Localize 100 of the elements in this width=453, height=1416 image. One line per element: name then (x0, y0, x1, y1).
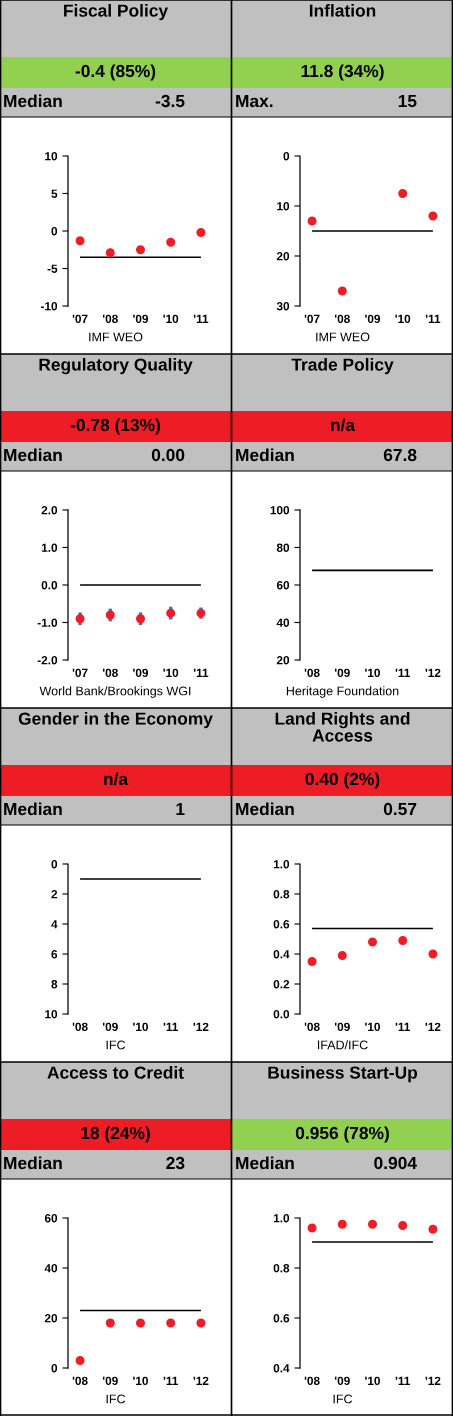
x-tick-label: '10 (163, 668, 179, 677)
x-tick-label: '10 (133, 1376, 148, 1385)
x-tick-label: '09 (133, 668, 149, 677)
x-tick-label: '08 (72, 1376, 88, 1385)
y-tick-label: 80 (276, 543, 290, 552)
y-tick-label: 5 (51, 189, 58, 198)
ref-line-label: Median (236, 1156, 294, 1170)
x-tick-label: '11 (163, 1022, 179, 1031)
y-tick-label: 6 (51, 950, 58, 959)
x-tick-label: '11 (425, 314, 441, 323)
chart-subtitle: -0.4 (85%) (75, 64, 156, 81)
text: 0.904 (374, 1156, 417, 1170)
y-tick-label: 4 (51, 920, 58, 929)
x-tick-label: '11 (163, 1376, 179, 1385)
y-tick-label: 40 (276, 618, 290, 627)
x-tick-label: '11 (193, 668, 209, 677)
chart-subtitle: n/a (331, 418, 356, 432)
chart-title: Inflation (309, 4, 376, 17)
chart-title: Trade Policy (291, 358, 394, 375)
x-tick-label: '12 (193, 1376, 209, 1385)
x-tick-label: '10 (365, 1022, 380, 1031)
text: IFC (333, 1394, 353, 1404)
x-tick-label: '09 (334, 668, 350, 677)
y-tick-label: 60 (44, 1214, 58, 1223)
x-tick-label: '10 (395, 314, 411, 323)
y-tick-label: 0.8 (273, 890, 290, 899)
y-tick-label: 10 (45, 1010, 58, 1019)
chart-subtitle: 11.8 (34%) (301, 64, 384, 81)
y-tick-label: -10 (40, 302, 58, 311)
x-tick-label: '12 (425, 1376, 441, 1385)
ref-line-label: Median (4, 94, 62, 108)
x-tick-label: '07 (304, 314, 320, 323)
x-tick-label: '08 (304, 1022, 320, 1031)
y-tick-label: 0.8 (273, 1264, 290, 1273)
ref-line-label: Median (4, 1156, 62, 1170)
x-tick-label: '08 (304, 668, 320, 677)
y-tick-label: 30 (276, 302, 290, 311)
text: 67.8 (383, 448, 417, 462)
y-tick-label: 0.0 (41, 581, 58, 590)
text: 15 (398, 95, 417, 108)
x-tick-label: '10 (365, 1376, 380, 1385)
x-tick-label: '08 (102, 314, 118, 323)
x-tick-label: '09 (334, 1022, 350, 1031)
x-tick-label: '08 (102, 668, 118, 677)
chart-subtitle: n/a (104, 772, 129, 786)
y-tick-label: 8 (51, 980, 58, 989)
text: 0.57 (383, 802, 417, 816)
chart-title: Gender in the Economy (18, 712, 213, 729)
y-tick-label: 0 (51, 860, 58, 869)
text: IFC (106, 1394, 126, 1404)
y-tick-label: 20 (276, 252, 290, 261)
x-tick-label: '09 (102, 1022, 118, 1031)
x-tick-label: '12 (193, 1022, 209, 1031)
x-tick-label: '11 (395, 668, 411, 677)
x-tick-label: '09 (334, 1376, 350, 1385)
y-tick-label: -1.0 (37, 618, 58, 627)
y-tick-label: 0 (283, 152, 290, 161)
x-tick-label: '08 (72, 1022, 88, 1031)
x-tick-label: '10 (133, 1022, 148, 1031)
chart-subtitle: -0.78 (13%) (70, 418, 160, 435)
y-tick-label: 0.4 (273, 1364, 290, 1373)
chart-title: Regulatory Quality (39, 358, 193, 375)
text: World Bank/Brookings WGI (39, 686, 191, 698)
text: 1 (176, 803, 185, 815)
text: 0.00 (151, 448, 185, 462)
x-tick-label: '11 (193, 314, 209, 323)
text: IMF WEO (316, 332, 370, 342)
y-tick-label: 1.0 (41, 543, 58, 552)
ref-line-label: Median (4, 802, 62, 816)
text: Heritage Foundation (286, 686, 399, 698)
y-tick-label: 0 (51, 227, 58, 236)
y-tick-label: 60 (276, 581, 290, 590)
x-tick-label: '12 (425, 668, 441, 677)
text: IMF WEO (89, 332, 143, 342)
text: -3.5 (155, 94, 185, 108)
y-tick-label: 100 (270, 506, 290, 515)
x-tick-label: '08 (334, 314, 350, 323)
y-tick-label: 0.0 (273, 1010, 290, 1019)
y-tick-label: -5 (47, 264, 58, 273)
x-tick-label: '11 (395, 1022, 411, 1031)
ref-line-label: Max. (236, 95, 273, 108)
y-tick-label: 2 (51, 890, 58, 899)
ref-line-label: Median (4, 448, 62, 462)
y-tick-label: -2.0 (37, 656, 58, 665)
y-tick-label: 0 (51, 1364, 58, 1373)
y-tick-label: 10 (277, 202, 290, 211)
y-tick-label: 20 (44, 1314, 58, 1323)
x-tick-label: '07 (72, 314, 88, 323)
chart-title: Land Rights and Access (275, 712, 410, 742)
y-tick-label: 0.6 (273, 1314, 290, 1323)
x-tick-label: '12 (425, 1022, 441, 1031)
chart-title: Business Start-Up (268, 1066, 418, 1083)
y-tick-label: 10 (45, 152, 58, 161)
chart-subtitle: 0.40 (2%) (305, 772, 380, 789)
text: 23 (166, 1156, 185, 1170)
text: IFAD/IFC (317, 1040, 368, 1050)
x-tick-label: '09 (365, 314, 381, 323)
y-tick-label: 1.0 (273, 860, 290, 869)
y-tick-label: 0.4 (273, 950, 290, 959)
x-tick-label: '09 (102, 1376, 118, 1385)
